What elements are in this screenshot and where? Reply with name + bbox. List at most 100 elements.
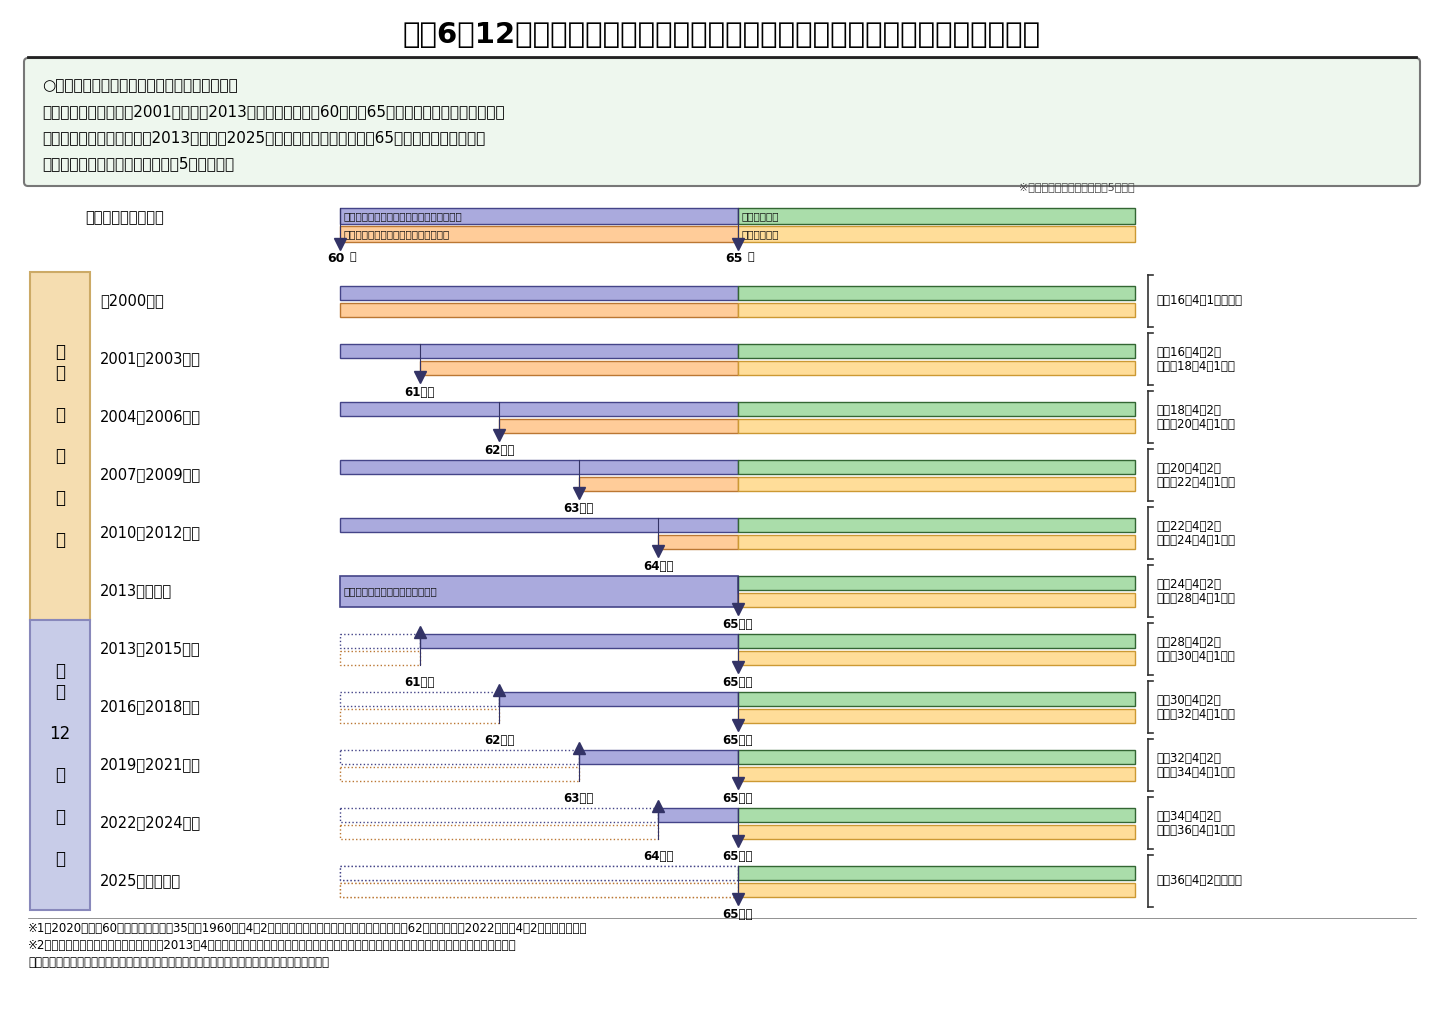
Bar	[339, 750, 579, 763]
Bar	[738, 808, 1135, 822]
Text: 平
成

６

年

改

正: 平 成 ６ 年 改 正	[55, 343, 65, 549]
Text: 平
成

12

年

改

正: 平 成 12 年 改 正	[49, 662, 71, 867]
Bar	[30, 272, 90, 620]
Bar	[738, 766, 1135, 781]
Text: ・「報酬比例部分」は、2013年度から2025年度までかけて、段階的に65歳に引き上げられる。: ・「報酬比例部分」は、2013年度から2025年度までかけて、段階的に65歳に引…	[42, 130, 485, 145]
Bar	[30, 620, 90, 909]
Bar	[738, 883, 1135, 896]
Bar	[339, 865, 738, 880]
Text: ～昭和34年4月1日生: ～昭和34年4月1日生	[1157, 765, 1235, 779]
Text: ※1　2020年度に60歳に到達する昭和35年（1960年）4月2日以降生まれの女性については、年金支給は62歳に到達する2022年度の4月2日以降となる。: ※1 2020年度に60歳に到達する昭和35年（1960年）4月2日以降生まれの…	[27, 922, 588, 935]
Bar	[339, 208, 738, 224]
Bar	[500, 418, 738, 433]
Text: ※2　高年齢者雇用確保措置については、2013年4月以降、定年後の雇用の希望者全員が継続雇用制度の対象となることとなった。（厚生年金（報酬: ※2 高年齢者雇用確保措置については、2013年4月以降、定年後の雇用の希望者全…	[27, 939, 517, 952]
Bar	[579, 750, 738, 763]
Bar	[500, 691, 738, 706]
Text: 65　歳: 65 歳	[722, 907, 752, 921]
Bar	[738, 343, 1135, 357]
Text: 歳: 歳	[748, 252, 754, 262]
Text: ○　老齢厚生年金の支給開始年齢については、: ○ 老齢厚生年金の支給開始年齢については、	[42, 78, 238, 93]
Bar	[579, 477, 738, 490]
Bar	[738, 535, 1135, 549]
Text: 昭和34年4月2日: 昭和34年4月2日	[1157, 810, 1220, 823]
Text: 比例部分）の受給開始年齢に到達した以降の者を対象に基準を利用できる経過措置あり。）: 比例部分）の受給開始年齢に到達した以降の者を対象に基準を利用できる経過措置あり。…	[27, 956, 329, 969]
Bar	[339, 303, 738, 316]
Text: 歳: 歳	[349, 252, 357, 262]
Text: 63　歳: 63 歳	[563, 502, 593, 515]
Bar	[339, 651, 420, 664]
Text: 昭和16年4月1日以前生: 昭和16年4月1日以前生	[1157, 295, 1242, 308]
Text: 昭和24年4月2日: 昭和24年4月2日	[1157, 578, 1222, 590]
Text: 昭和30年4月2日: 昭和30年4月2日	[1157, 693, 1220, 707]
Bar	[339, 883, 738, 896]
Bar	[738, 285, 1135, 300]
Bar	[339, 343, 738, 357]
Text: 昭和18年4月2日: 昭和18年4月2日	[1157, 404, 1220, 416]
Text: 65　歳: 65 歳	[722, 850, 752, 862]
Text: 平成6・12年改正による支給開始年齢引上げのスケジュール（老齢厚生年金）: 平成6・12年改正による支給開始年齢引上げのスケジュール（老齢厚生年金）	[403, 21, 1041, 49]
Text: 65　歳: 65 歳	[722, 733, 752, 747]
Text: ～2000年度: ～2000年度	[100, 294, 163, 309]
Text: ・「定額部分」は、2001年度から2013年度までかけて、60歳から65歳に既に引き上がっており、: ・「定額部分」は、2001年度から2013年度までかけて、60歳から65歳に既に…	[42, 104, 504, 119]
Text: 2001～2003年度: 2001～2003年度	[100, 351, 201, 367]
Bar	[339, 691, 500, 706]
Text: 65　歳: 65 歳	[722, 618, 752, 630]
Text: 老齢基礎年金: 老齢基礎年金	[742, 229, 778, 239]
Text: 61　歳: 61 歳	[404, 385, 435, 399]
Bar	[738, 418, 1135, 433]
Bar	[738, 592, 1135, 607]
Bar	[420, 633, 738, 648]
Text: 62　歳: 62 歳	[484, 444, 514, 456]
FancyBboxPatch shape	[25, 58, 1419, 186]
Bar	[339, 824, 658, 838]
Bar	[738, 576, 1135, 589]
Text: 昭和16年4月2日: 昭和16年4月2日	[1157, 345, 1222, 358]
Text: 2004～2006年度: 2004～2006年度	[100, 410, 201, 424]
Text: 2010～2012年度: 2010～2012年度	[100, 525, 201, 541]
Bar	[738, 633, 1135, 648]
Bar	[339, 517, 738, 531]
Text: 昭和20年4月2日: 昭和20年4月2日	[1157, 461, 1220, 475]
Bar	[738, 402, 1135, 415]
Text: 報酬比例部分相当の老齢厚生年金: 報酬比例部分相当の老齢厚生年金	[344, 586, 438, 596]
Text: ～昭和24年4月1日生: ～昭和24年4月1日生	[1157, 534, 1235, 547]
Text: ～昭和22年4月1日生: ～昭和22年4月1日生	[1157, 476, 1235, 488]
Bar	[339, 285, 738, 300]
Bar	[738, 691, 1135, 706]
Text: 昭和28年4月2日: 昭和28年4月2日	[1157, 636, 1220, 649]
Bar	[738, 226, 1135, 242]
Bar	[339, 808, 658, 822]
Text: 2007～2009年度: 2007～2009年度	[100, 468, 201, 482]
Bar	[339, 766, 579, 781]
Bar	[738, 459, 1135, 474]
Text: 2013～2015年度: 2013～2015年度	[100, 642, 201, 656]
Bar	[738, 865, 1135, 880]
Text: 62　歳: 62 歳	[484, 733, 514, 747]
Bar	[339, 402, 738, 415]
Bar	[738, 824, 1135, 838]
Text: ※男性の場合。女性の場合は5年遅れ: ※男性の場合。女性の場合は5年遅れ	[1019, 182, 1135, 192]
Bar	[738, 303, 1135, 316]
Text: 60: 60	[328, 252, 345, 265]
Bar	[738, 750, 1135, 763]
Bar	[658, 808, 738, 822]
Text: 2022～2024年度: 2022～2024年度	[100, 816, 201, 830]
Text: ～昭和30年4月1日生: ～昭和30年4月1日生	[1157, 650, 1235, 662]
Bar	[738, 651, 1135, 664]
Bar	[339, 883, 738, 896]
Bar	[420, 360, 738, 375]
Text: ～昭和32年4月1日生: ～昭和32年4月1日生	[1157, 708, 1235, 721]
Text: 昭和32年4月2日: 昭和32年4月2日	[1157, 752, 1220, 764]
Text: 2019～2021年度: 2019～2021年度	[100, 757, 201, 772]
Bar	[339, 633, 420, 648]
Bar	[658, 535, 738, 549]
Text: ～昭和20年4月1日生: ～昭和20年4月1日生	[1157, 417, 1235, 431]
Text: 64　歳: 64 歳	[643, 559, 673, 573]
Text: 2016～2018年度: 2016～2018年度	[100, 699, 201, 715]
Text: 特別支給の老齢厚生年金（報酬比例部分）: 特別支給の老齢厚生年金（報酬比例部分）	[344, 211, 462, 221]
Bar	[738, 517, 1135, 531]
Text: 引上げスケジュール: 引上げスケジュール	[85, 210, 163, 225]
Bar	[339, 865, 738, 880]
Text: 65　歳: 65 歳	[722, 791, 752, 804]
Bar	[738, 477, 1135, 490]
